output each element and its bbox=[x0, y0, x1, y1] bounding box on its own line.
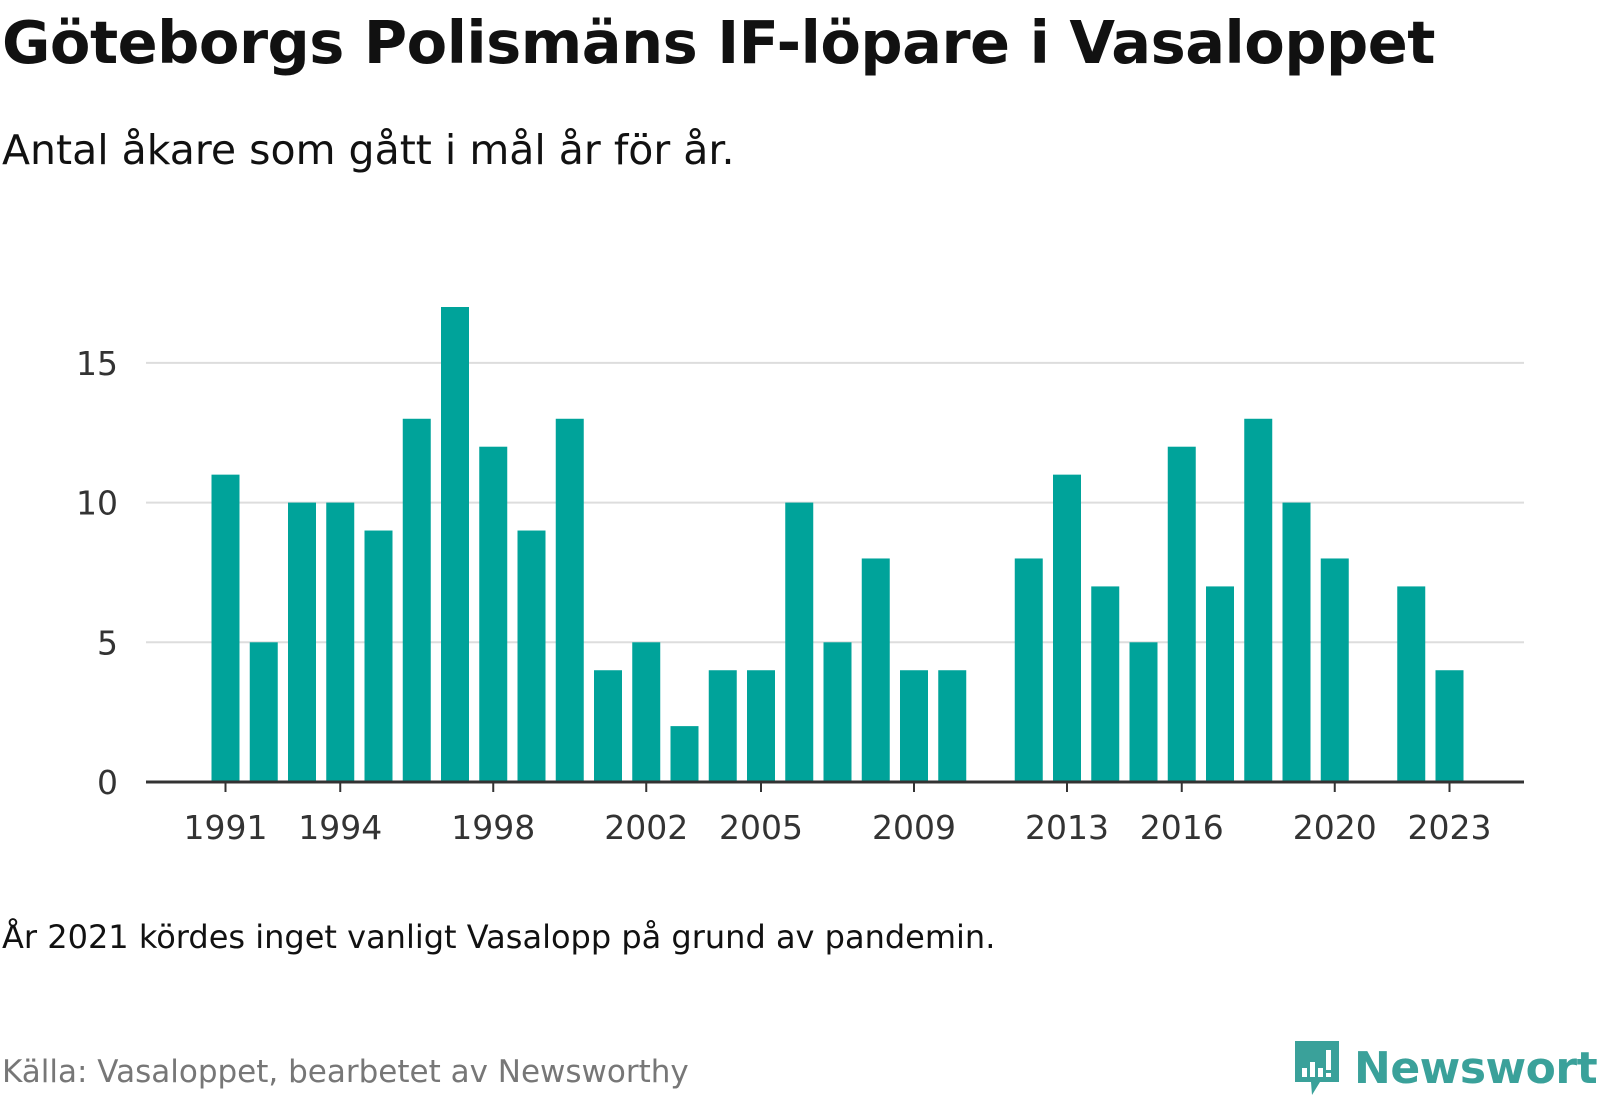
bar-2010 bbox=[938, 670, 967, 782]
bar-2022 bbox=[1397, 586, 1426, 782]
y-tick-label: 5 bbox=[97, 623, 118, 662]
source-credit: Källa: Vasaloppet, bearbetet av Newswort… bbox=[2, 1054, 689, 1090]
bar-1995 bbox=[364, 530, 393, 782]
bar-2014 bbox=[1091, 586, 1120, 782]
x-tick-label: 2016 bbox=[1140, 808, 1224, 847]
bar-2013 bbox=[1053, 474, 1081, 782]
brand-name: Newsworthy bbox=[1354, 1042, 1600, 1094]
bar-1996 bbox=[402, 418, 431, 782]
x-tick-label: 2020 bbox=[1293, 808, 1377, 847]
bar-1991 bbox=[211, 474, 240, 782]
bar-2015 bbox=[1129, 642, 1158, 782]
chart-note: År 2021 kördes inget vanligt Vasalopp på… bbox=[2, 918, 996, 956]
x-tick-label: 2005 bbox=[719, 808, 803, 847]
y-tick-label: 0 bbox=[97, 763, 118, 802]
bar-2006 bbox=[785, 502, 814, 782]
bars bbox=[211, 307, 1464, 782]
bar-2018 bbox=[1244, 418, 1273, 782]
y-tick-label: 15 bbox=[76, 344, 118, 383]
bar-2001 bbox=[594, 670, 622, 782]
bar-1998 bbox=[479, 446, 508, 782]
y-tick-label: 10 bbox=[76, 484, 118, 523]
bar-chart: 0 5 10 15 1991 1994 1998 2002 2005 2009 2013 2016 20… bbox=[76, 307, 1524, 847]
x-tick-label: 2002 bbox=[604, 808, 688, 847]
x-tick-label: 2013 bbox=[1025, 808, 1109, 847]
bar-2012 bbox=[1014, 558, 1043, 782]
bar-2020 bbox=[1320, 558, 1349, 782]
newsworthy-logo-icon bbox=[1295, 1041, 1339, 1095]
x-tick-label: 2023 bbox=[1408, 808, 1492, 847]
axes: 0 5 10 15 1991 1994 1998 2002 2005 2009 2013 2016 20… bbox=[76, 344, 1524, 847]
bar-2008 bbox=[861, 558, 890, 782]
bar-2000 bbox=[555, 418, 584, 782]
x-tick-label: 2009 bbox=[872, 808, 956, 847]
chart-subtitle: Antal åkare som gått i mål år för år. bbox=[2, 126, 735, 174]
bar-1997 bbox=[441, 307, 469, 782]
bar-2023 bbox=[1435, 670, 1464, 782]
x-tick-label: 1998 bbox=[451, 808, 535, 847]
bar-1999 bbox=[517, 530, 546, 782]
bar-2004 bbox=[708, 670, 737, 782]
bar-2007 bbox=[823, 642, 852, 782]
bar-2003 bbox=[670, 726, 699, 782]
bar-2016 bbox=[1167, 446, 1196, 782]
bar-1992 bbox=[249, 642, 278, 782]
x-tick-label: 1994 bbox=[298, 808, 382, 847]
bar-1994 bbox=[326, 502, 355, 782]
bar-2017 bbox=[1206, 586, 1234, 782]
x-tick-label: 1991 bbox=[184, 808, 268, 847]
bar-2005 bbox=[747, 670, 775, 782]
bar-2019 bbox=[1282, 502, 1311, 782]
brand-logo: Newsworthy bbox=[1292, 1038, 1600, 1098]
bar-1993 bbox=[288, 502, 316, 782]
bar-2002 bbox=[632, 642, 661, 782]
chart-title: Göteborgs Polismäns IF-löpare i Vasalopp… bbox=[2, 8, 1436, 77]
bar-2009 bbox=[900, 670, 928, 782]
